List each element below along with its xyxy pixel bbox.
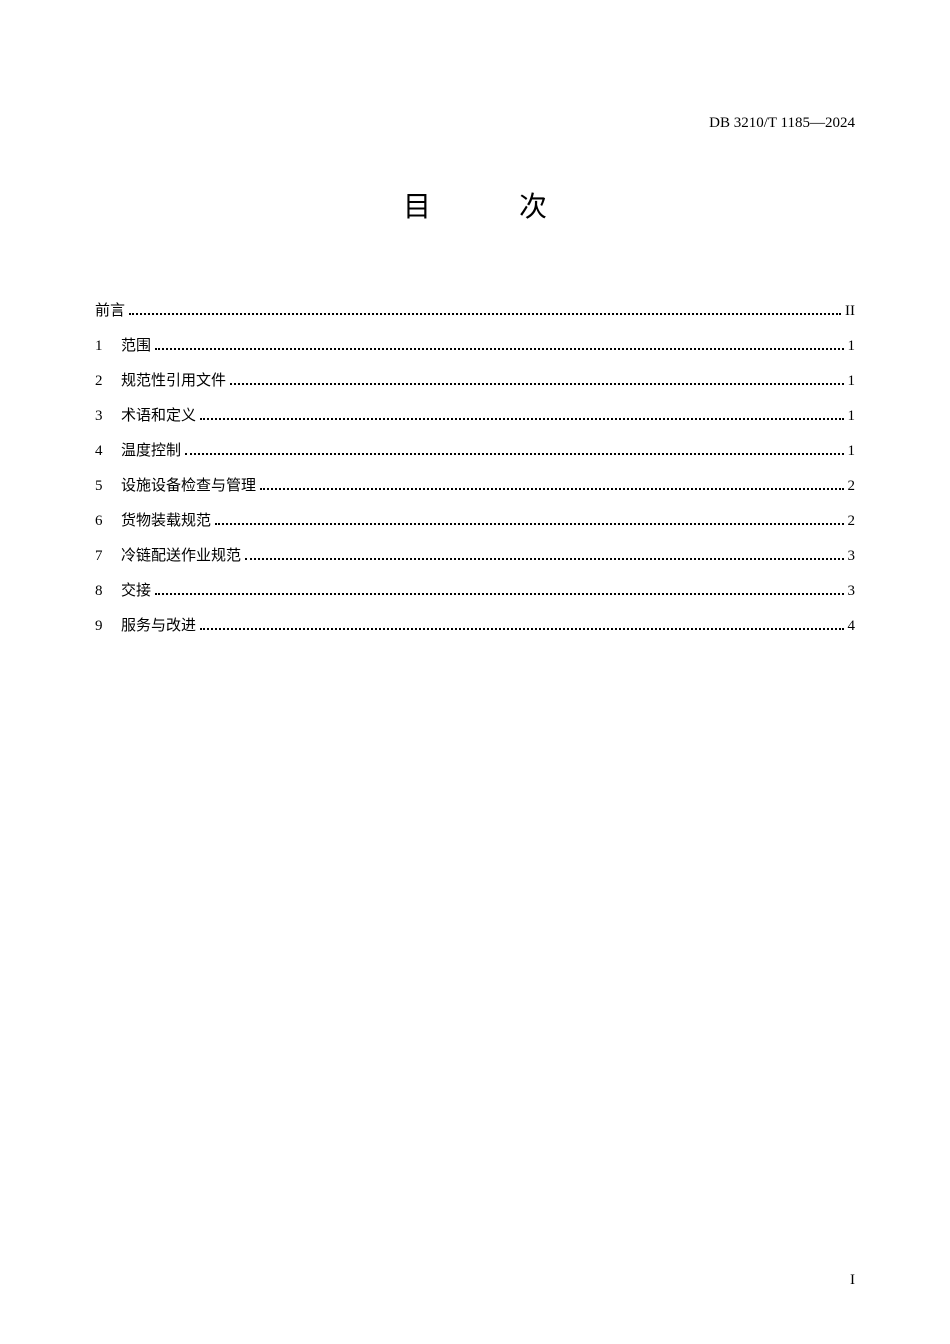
toc-entry-number: 2 xyxy=(95,365,109,398)
toc-entry-label: 范围 xyxy=(121,330,151,363)
toc-entry-label: 温度控制 xyxy=(121,435,181,468)
toc-title: 目 次 xyxy=(95,185,855,225)
toc-entry-page: II xyxy=(845,295,855,328)
toc-entry: 8 交接 3 xyxy=(95,575,855,608)
toc-dot-leader xyxy=(245,558,843,560)
toc-entry-page: 1 xyxy=(848,365,856,398)
toc-dot-leader xyxy=(215,523,843,525)
toc-entry-page: 3 xyxy=(848,575,856,608)
toc-entry-page: 2 xyxy=(848,470,856,503)
table-of-contents: 前言II1范围12规范性引用文件13术语和定义14温度控制15设施设备检查与管理… xyxy=(95,295,855,643)
toc-entry: 1 范围 1 xyxy=(95,330,855,363)
toc-dot-leader xyxy=(155,348,843,350)
toc-entry-number: 1 xyxy=(95,330,109,363)
toc-entry-page: 1 xyxy=(848,330,856,363)
toc-entry-number: 9 xyxy=(95,610,109,643)
toc-entry: 4 温度控制 1 xyxy=(95,435,855,468)
toc-entry-number: 7 xyxy=(95,540,109,573)
toc-dot-leader xyxy=(260,488,843,490)
toc-entry: 7 冷链配送作业规范 3 xyxy=(95,540,855,573)
toc-entry-page: 1 xyxy=(848,435,856,468)
toc-entry-number: 4 xyxy=(95,435,109,468)
toc-entry-number: 5 xyxy=(95,470,109,503)
toc-dot-leader xyxy=(200,418,843,420)
toc-entry-label: 交接 xyxy=(121,575,151,608)
toc-entry-page: 3 xyxy=(848,540,856,573)
toc-entry-number: 8 xyxy=(95,575,109,608)
toc-entry-label: 设施设备检查与管理 xyxy=(121,470,256,503)
standard-code: DB 3210/T 1185—2024 xyxy=(709,115,855,132)
toc-entry: 前言 II xyxy=(95,295,855,328)
toc-entry: 9 服务与改进 4 xyxy=(95,610,855,643)
toc-entry-label: 前言 xyxy=(95,295,125,328)
toc-dot-leader xyxy=(185,453,843,455)
toc-entry-label: 服务与改进 xyxy=(121,610,196,643)
toc-entry: 6 货物装载规范 2 xyxy=(95,505,855,538)
toc-entry-label: 术语和定义 xyxy=(121,400,196,433)
toc-entry-number: 3 xyxy=(95,400,109,433)
toc-dot-leader xyxy=(200,628,843,630)
toc-entry-page: 1 xyxy=(848,400,856,433)
toc-dot-leader xyxy=(155,593,843,595)
toc-entry-label: 货物装载规范 xyxy=(121,505,211,538)
toc-entry-label: 规范性引用文件 xyxy=(121,365,226,398)
toc-dot-leader xyxy=(230,383,843,385)
page-number: I xyxy=(850,1272,855,1289)
toc-entry: 3 术语和定义 1 xyxy=(95,400,855,433)
toc-entry-label: 冷链配送作业规范 xyxy=(121,540,241,573)
toc-entry-page: 2 xyxy=(848,505,856,538)
toc-dot-leader xyxy=(129,313,841,315)
toc-entry: 5 设施设备检查与管理 2 xyxy=(95,470,855,503)
toc-entry-number: 6 xyxy=(95,505,109,538)
toc-entry-page: 4 xyxy=(848,610,856,643)
toc-entry: 2 规范性引用文件 1 xyxy=(95,365,855,398)
